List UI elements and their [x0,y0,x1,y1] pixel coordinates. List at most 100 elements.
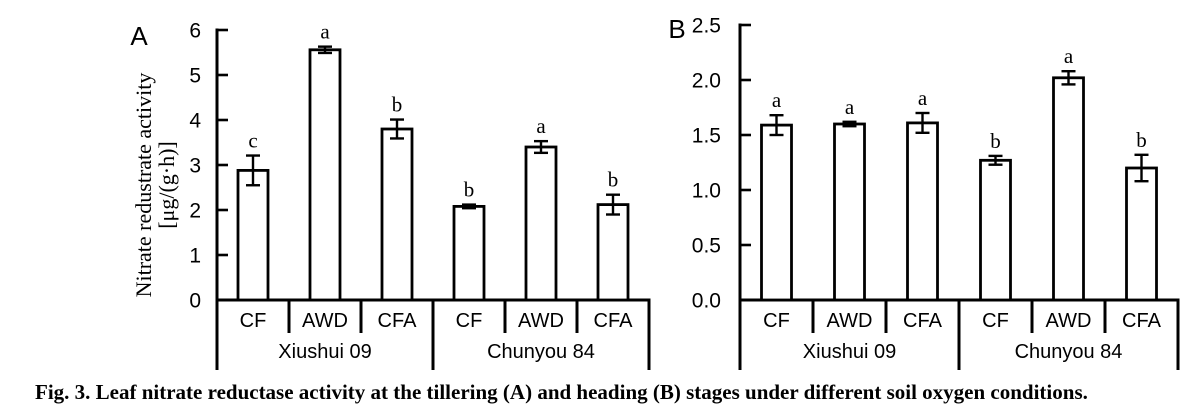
bar-chunyou-84-awd [524,145,558,302]
error-bar-line [848,121,851,127]
error-bar-line [323,46,327,53]
error-bar-cap-top [1061,70,1076,73]
error-bar-cap-top [988,154,1003,158]
y-tick-label: 1.5 [692,125,721,148]
error-bar-cap-top [390,118,404,121]
y-tick [740,188,751,192]
x-category-label: AWD [518,310,564,332]
bar-xiushui-09-cf [760,123,793,302]
error-bar-line [921,113,924,133]
error-bar-cap-bottom [318,51,332,55]
bar-chunyou-84-cfa [596,203,630,302]
y-axis-title-line-1: Nitrate redustrate activity [131,73,156,298]
category-separator-tick [1030,300,1034,333]
group-boundary-line [1176,300,1180,370]
significance-letter: b [464,178,475,202]
significance-letter: a [320,20,330,44]
x-group-label: Chunyou 84 [1015,341,1123,363]
x-group-label: Xiushui 09 [803,341,896,363]
category-separator-tick [575,300,579,333]
x-category-label: CFA [594,310,634,332]
y-tick-label: 2 [189,200,201,223]
y-tick [217,208,228,212]
x-category-label: CF [763,310,790,332]
bar-xiushui-09-cfa [906,121,939,302]
error-bar-cap-bottom [462,207,476,210]
y-tick-label: 1 [189,245,201,268]
bar-xiushui-09-cfa [380,127,414,302]
category-separator-tick [1103,300,1107,333]
error-bar-line [395,119,399,139]
significance-letter: c [248,129,257,153]
x-category-label: CFA [378,310,418,332]
x-category-label: CFA [903,310,943,332]
y-tick-label: 6 [189,20,201,43]
significance-letter: b [990,129,1001,153]
x-category-label: CF [240,310,267,332]
category-separator-tick [884,300,888,333]
y-tick-label: 0 [189,290,201,313]
category-separator-tick [287,300,291,333]
significance-letter: a [845,95,855,119]
y-tick-label: 2.5 [692,15,721,38]
panel-letter: A [130,21,148,51]
y-tick-label: 5 [189,65,201,88]
bar-chunyou-84-cf [979,158,1012,302]
x-category-label: AWD [302,310,348,332]
error-bar-line [251,155,255,186]
group-boundary-line [215,300,219,370]
error-bar-line [467,204,471,209]
significance-letter: a [918,86,928,110]
error-bar-cap-top [842,120,857,123]
x-group-label: Chunyou 84 [487,341,595,363]
error-bar-cap-bottom [534,151,548,155]
bar-xiushui-09-awd [308,48,342,302]
significance-letter: a [772,88,782,112]
y-tick [740,133,751,137]
significance-letter: a [1064,44,1074,68]
error-bar-cap-top [318,45,332,48]
y-tick [217,73,228,77]
error-bar-line [611,194,615,215]
x-category-label: CFA [1122,310,1162,332]
figure-caption: Fig. 3. Leaf nitrate reductase activity … [35,380,1088,404]
error-bar-cap-top [246,154,260,157]
significance-letter: b [1136,128,1147,152]
y-tick-label: 2.0 [692,70,721,93]
error-bar-cap-top [1134,153,1149,156]
group-boundary-line [431,300,435,370]
bar-xiushui-09-cf [236,168,270,302]
y-tick [217,118,228,122]
y-tick [217,28,228,32]
error-bar-cap-top [606,193,620,196]
bar-chunyou-84-cf [452,204,486,302]
error-bar-cap-top [915,111,930,115]
error-bar-cap-bottom [915,131,930,134]
error-bar-line [1067,71,1070,85]
significance-letter: a [536,114,546,138]
significance-letter: b [392,93,403,117]
x-category-label: CF [982,310,1009,332]
y-tick-label: 0.0 [692,290,721,313]
x-category-label: AWD [827,310,873,332]
x-group-label: Xiushui 09 [278,341,371,363]
panel-b: 0.0 0.5 1.0 1.5 2.0 2.5 a CF a AWD a CFA Xiushui 09 b… [668,14,1180,370]
error-bar-line [539,141,543,153]
bar-chunyou-84-cfa [1125,166,1158,302]
y-axis-title-line-2: [μg/(g·h)] [154,141,179,229]
y-tick [217,253,228,257]
bar-xiushui-09-awd [833,122,866,302]
error-bar-cap-top [462,203,476,206]
error-bar-cap-bottom [606,213,620,216]
panel-letter: B [668,14,685,44]
error-bar-cap-bottom [246,184,260,187]
panel-a: 0 1 2 3 4 5 6 c CF a AWD b CFA Xiushui 09 b CF a AWD b CFA C… [130,20,651,370]
category-separator-tick [503,300,507,333]
x-category-label: AWD [1046,310,1092,332]
error-bar-cap-bottom [390,137,404,140]
significance-letter: b [608,168,619,192]
error-bar-line [1140,154,1143,182]
error-bar-cap-bottom [769,133,784,137]
x-category-label: CF [456,310,483,332]
